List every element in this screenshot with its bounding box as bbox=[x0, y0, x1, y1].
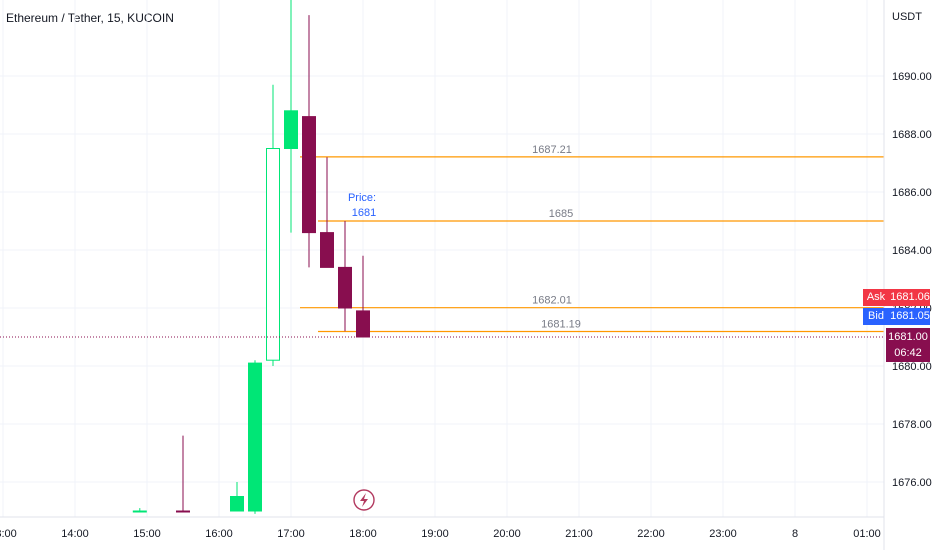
candle-body bbox=[132, 510, 147, 513]
y-tick-label: 1690.00 bbox=[892, 71, 932, 83]
candle-body bbox=[176, 510, 190, 513]
last-price-badge: 1681.00 06:42 bbox=[886, 328, 930, 362]
y-tick-label: 1678.00 bbox=[892, 419, 932, 431]
y-tick-label: 1686.00 bbox=[892, 187, 932, 199]
bid-label: Bid bbox=[868, 310, 884, 322]
x-tick-label: 8 bbox=[792, 528, 798, 540]
candle-body bbox=[302, 116, 316, 234]
x-tick-label: 21:00 bbox=[565, 528, 593, 540]
candle-body bbox=[266, 148, 280, 361]
y-tick-label: 1676.00 bbox=[892, 477, 932, 489]
x-tick-label: 16:00 bbox=[205, 528, 233, 540]
horizontal-levels[interactable]: 1687.21 1685 1682.01 1681.19 bbox=[300, 144, 884, 333]
last-price-value: 1681.00 bbox=[888, 331, 928, 343]
x-tick-label: 22:00 bbox=[637, 528, 665, 540]
x-tick-label: 13:00 bbox=[0, 528, 17, 540]
price-level-label: 1681.19 bbox=[541, 318, 581, 330]
y-tick-label: 1680.00 bbox=[892, 361, 932, 373]
y-tick-label: 1684.00 bbox=[892, 245, 932, 257]
price-annotation-line1: Price: bbox=[348, 192, 376, 204]
candle-body bbox=[320, 232, 334, 268]
chart-legend[interactable]: Ethereum / Tether, 15, KUCOIN bbox=[6, 11, 174, 25]
x-tick-label: 17:00 bbox=[277, 528, 305, 540]
grid bbox=[0, 0, 884, 517]
candle-body bbox=[248, 362, 262, 512]
y-tick-label: 1688.00 bbox=[892, 129, 932, 141]
x-tick-label: 20:00 bbox=[493, 528, 521, 540]
ask-value: 1681.06 bbox=[890, 291, 930, 303]
price-level-label: 1685 bbox=[549, 208, 573, 220]
bid-badge: Bid 1681.05 bbox=[863, 308, 930, 325]
candle-body bbox=[338, 266, 352, 309]
x-tick-label: 23:00 bbox=[709, 528, 737, 540]
x-tick-label: 19:00 bbox=[421, 528, 449, 540]
price-level-label: 1687.21 bbox=[532, 144, 572, 156]
ask-badge: Ask 1681.06 bbox=[863, 289, 930, 306]
ask-label: Ask bbox=[866, 291, 886, 303]
lightning-event-icon bbox=[353, 489, 375, 511]
symbol-title: Ethereum / Tether, 15, KUCOIN bbox=[6, 11, 174, 25]
candle-body bbox=[230, 496, 244, 512]
lightning-bolt-icon bbox=[360, 493, 368, 507]
bar-countdown: 06:42 bbox=[894, 347, 922, 359]
currency-label: USDT bbox=[892, 11, 922, 23]
annotations: Price: 1681 bbox=[0, 192, 884, 511]
x-tick-label: 01:00 bbox=[853, 528, 881, 540]
x-tick-label: 18:00 bbox=[349, 528, 377, 540]
candle-body bbox=[284, 110, 298, 150]
price-annotation-line2: 1681 bbox=[352, 207, 376, 219]
candle-body bbox=[356, 310, 370, 338]
bid-value: 1681.05 bbox=[890, 310, 930, 322]
x-tick-label: 15:00 bbox=[133, 528, 161, 540]
x-tick-label: 14:00 bbox=[61, 528, 89, 540]
candles bbox=[132, 0, 370, 514]
price-level-label: 1682.01 bbox=[532, 295, 572, 307]
